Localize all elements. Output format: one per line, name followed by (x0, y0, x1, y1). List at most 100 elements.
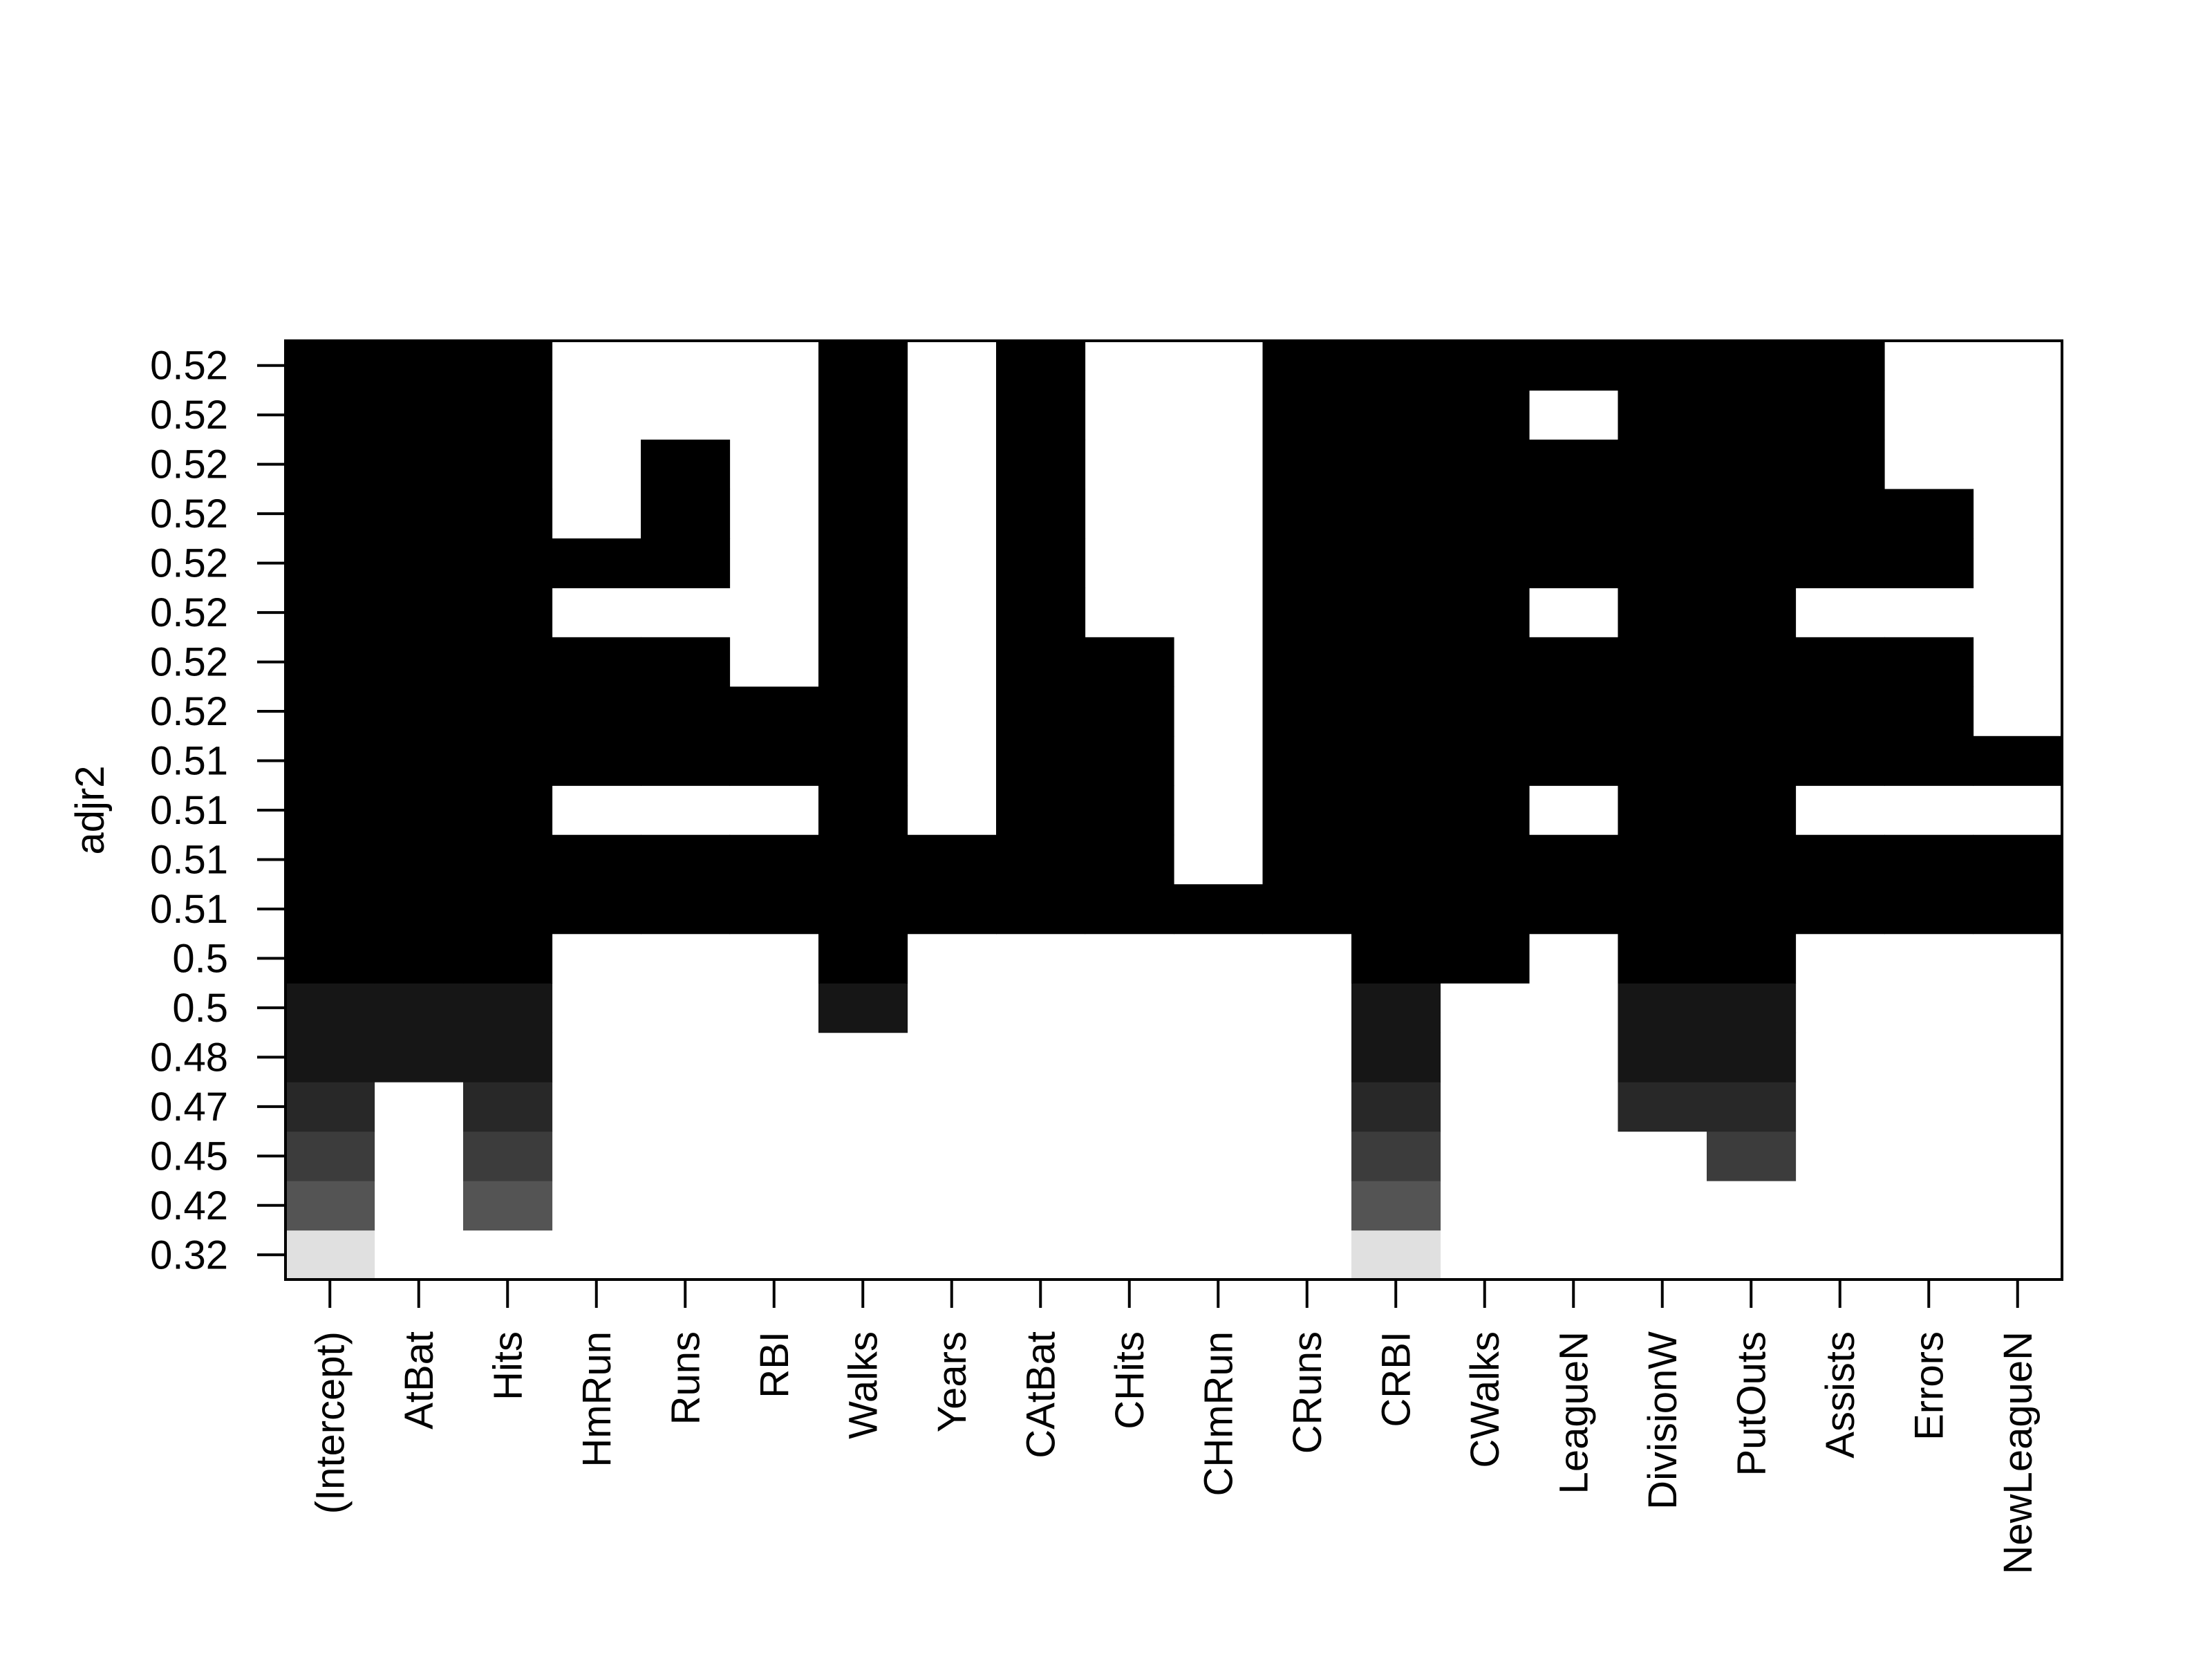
heatmap-cell (996, 439, 1086, 490)
heatmap-cell (1618, 1032, 1707, 1082)
heatmap-cell (1973, 884, 2063, 935)
heatmap-cell (285, 1131, 375, 1181)
x-tick-label: DivisionW (1640, 1331, 1685, 1510)
heatmap-cell (641, 884, 731, 935)
heatmap-cell (818, 834, 908, 885)
heatmap-cell (1707, 1082, 1797, 1132)
heatmap-cell (818, 439, 908, 490)
heatmap-cell (463, 489, 553, 539)
x-tick-label: CRBI (1374, 1331, 1418, 1427)
heatmap-cell (1618, 686, 1707, 737)
heatmap-cell (374, 1032, 464, 1082)
heatmap-cell (1440, 489, 1530, 539)
x-tick-label: CRuns (1285, 1331, 1330, 1454)
heatmap-cell (1440, 884, 1530, 935)
heatmap-cell (1618, 1082, 1707, 1132)
x-tick-label: (Intercept) (308, 1331, 353, 1514)
x-tick-label: Assists (1818, 1331, 1863, 1459)
heatmap-cell (996, 489, 1086, 539)
heatmap-cell (463, 538, 553, 588)
heatmap-cell (374, 538, 464, 588)
heatmap-cell (1618, 489, 1707, 539)
heatmap-cell (1618, 439, 1707, 490)
heatmap-cell (1884, 637, 1974, 687)
heatmap-cell (818, 735, 908, 786)
heatmap-cell (1707, 1032, 1797, 1082)
heatmap-cell (1529, 834, 1619, 885)
heatmap-cell (1618, 588, 1707, 638)
heatmap-cell (463, 1131, 553, 1181)
heatmap-cell (818, 983, 908, 1033)
heatmap-cell (1351, 439, 1441, 490)
y-tick-label: 0.47 (150, 1085, 228, 1130)
heatmap-cell (1262, 538, 1352, 588)
heatmap-cell (374, 884, 464, 935)
heatmap-cell (1529, 341, 1619, 391)
heatmap-cell (1795, 341, 1885, 391)
heatmap-cell (1351, 686, 1441, 737)
x-tick-label: Hits (485, 1331, 530, 1400)
heatmap-cell (1262, 341, 1352, 391)
heatmap-cell (818, 637, 908, 687)
heatmap-cell (285, 439, 375, 490)
heatmap-cell (1262, 785, 1352, 836)
heatmap-cell (818, 686, 908, 737)
heatmap-cell (996, 637, 1086, 687)
heatmap-cell (1174, 884, 1264, 935)
heatmap-cell (818, 341, 908, 391)
heatmap-cell (1351, 1131, 1441, 1181)
heatmap-cell (1529, 538, 1619, 588)
heatmap-cell (1707, 390, 1797, 440)
heatmap-cell (1973, 834, 2063, 885)
heatmap-cell (463, 785, 553, 836)
heatmap-cell (285, 588, 375, 638)
heatmap-cell (552, 884, 641, 935)
heatmap-cell (374, 785, 464, 836)
heatmap-cell (463, 686, 553, 737)
y-tick-label: 0.32 (150, 1232, 228, 1277)
heatmap-cell (1440, 588, 1530, 638)
x-tick-label: Errors (1906, 1331, 1951, 1441)
x-axis: (Intercept) AtBat Hits HmRun Runs RBI Walks Yea… (308, 1280, 2041, 1574)
heatmap-cell (285, 489, 375, 539)
y-tick-label: 0.52 (150, 344, 228, 388)
heatmap-cell (641, 489, 731, 539)
heatmap-cell (1262, 834, 1352, 885)
heatmap-cell (1707, 439, 1797, 490)
heatmap-cell (1618, 933, 1707, 984)
heatmap-cell (1618, 390, 1707, 440)
heatmap-cell (729, 735, 819, 786)
heatmap-cell (996, 884, 1086, 935)
heatmap-cell (1351, 785, 1441, 836)
heatmap-cells (285, 341, 2063, 1280)
heatmap-cell (1262, 884, 1352, 935)
heatmap-cell (1262, 588, 1352, 638)
heatmap-cell (818, 785, 908, 836)
heatmap-cell (285, 1181, 375, 1231)
heatmap-cell (1262, 489, 1352, 539)
heatmap-cell (285, 983, 375, 1033)
heatmap-cell (374, 933, 464, 984)
heatmap-cell (285, 390, 375, 440)
heatmap-cell (463, 637, 553, 687)
y-axis-title: adjr2 (68, 766, 113, 855)
y-tick-label: 0.48 (150, 1035, 228, 1080)
heatmap-cell (1351, 884, 1441, 935)
heatmap-cell (374, 341, 464, 391)
heatmap-cell (1707, 637, 1797, 687)
y-tick-label: 0.51 (150, 837, 228, 882)
heatmap-cell (463, 390, 553, 440)
heatmap-cell (285, 834, 375, 885)
heatmap-cell (285, 1032, 375, 1082)
heatmap-cell (641, 637, 731, 687)
x-tick-label: LeagueN (1551, 1331, 1596, 1494)
heatmap-cell (1351, 1032, 1441, 1082)
heatmap-cell (1440, 785, 1530, 836)
heatmap-cell (285, 1082, 375, 1132)
heatmap-cell (1707, 686, 1797, 737)
y-tick-label: 0.51 (150, 739, 228, 784)
heatmap-cell (374, 686, 464, 737)
heatmap-cell (1351, 390, 1441, 440)
heatmap-cell (1795, 834, 1885, 885)
